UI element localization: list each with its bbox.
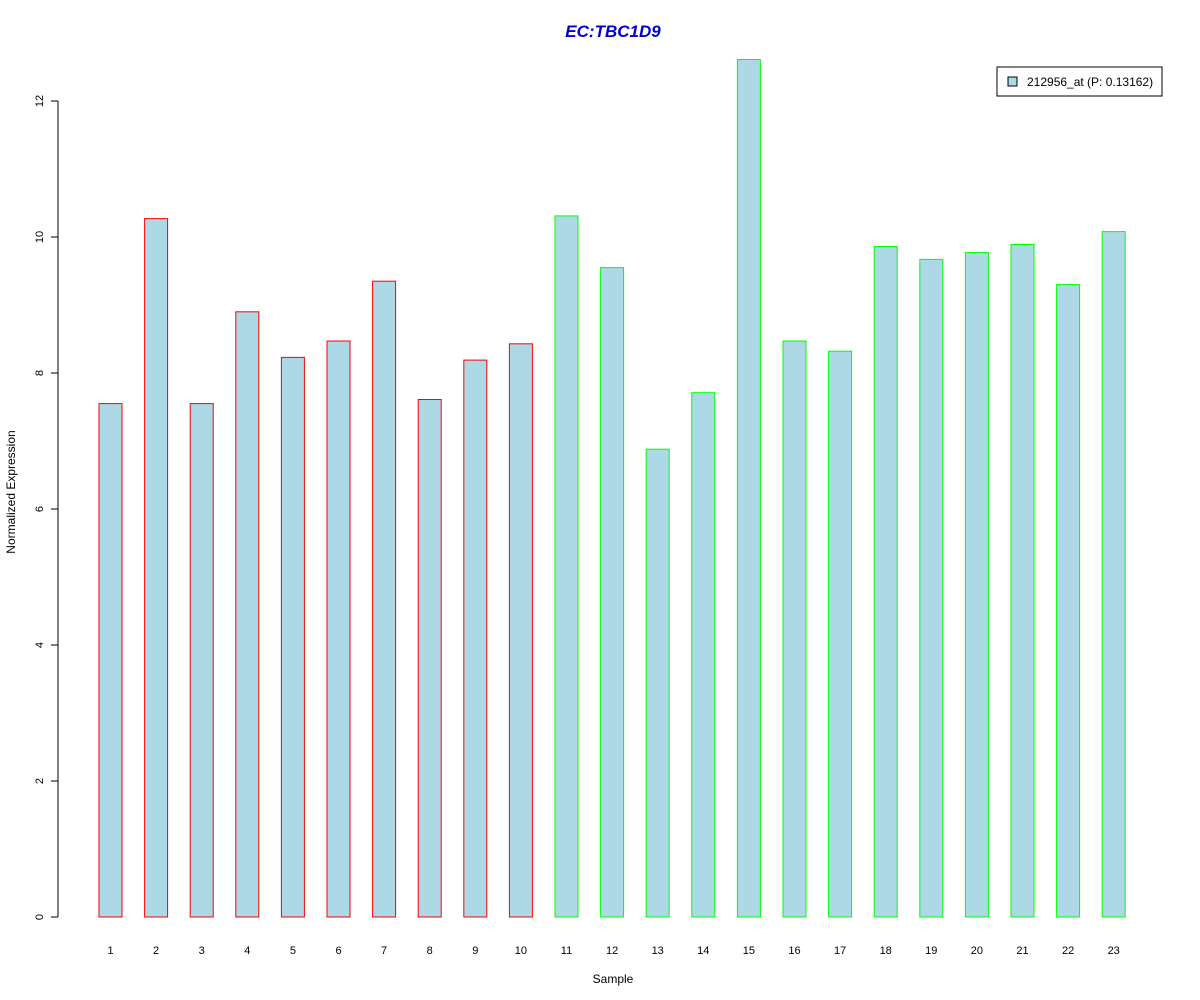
- bar: [189, 403, 214, 918]
- y-tick-label: 8: [34, 370, 46, 376]
- x-tick-label: 6: [335, 945, 341, 957]
- bar: [919, 258, 944, 918]
- x-tick-label: 2: [153, 945, 159, 957]
- bar: [782, 340, 807, 918]
- bar: [508, 343, 533, 918]
- bar: [554, 215, 579, 918]
- x-tick-label: 23: [1108, 945, 1120, 957]
- bar: [417, 399, 442, 918]
- y-tick-label: 4: [34, 642, 46, 648]
- bar: [1010, 244, 1035, 918]
- bar: [1056, 284, 1081, 918]
- y-axis: 0 2 4 6 8 10 12: [34, 95, 59, 920]
- x-tick-label: 22: [1062, 945, 1074, 957]
- bar: [828, 350, 853, 918]
- x-tick-label: 21: [1016, 945, 1028, 957]
- x-tick-label: 17: [834, 945, 846, 957]
- x-tick-labels: 1 2 3 4 5 6 7 8 9 10 11 12 13 14 15 16 17 18 19 20 21 22 23: [107, 945, 1119, 957]
- bar: [1101, 231, 1126, 918]
- x-tick-label: 15: [743, 945, 755, 957]
- x-tick-label: 12: [606, 945, 618, 957]
- x-tick-label: 16: [788, 945, 800, 957]
- x-tick-label: 5: [290, 945, 296, 957]
- x-tick-label: 11: [561, 945, 572, 957]
- x-tick-label: 8: [427, 945, 433, 957]
- y-tick-label: 6: [34, 506, 46, 512]
- y-tick-label: 10: [34, 231, 46, 243]
- bar: [144, 218, 169, 918]
- y-tick-label: 12: [34, 95, 46, 107]
- x-tick-label: 9: [472, 945, 478, 957]
- x-tick-label: 1: [107, 945, 113, 957]
- bar: [873, 246, 898, 918]
- bar: [280, 356, 305, 918]
- y-tick-label: 0: [34, 914, 46, 920]
- x-tick-label: 7: [381, 945, 387, 957]
- x-tick-label: 20: [971, 945, 983, 957]
- bars: [98, 59, 1126, 918]
- x-axis-label: Sample: [593, 972, 634, 986]
- legend-swatch: [1007, 76, 1018, 87]
- bar: [372, 280, 397, 918]
- bar: [645, 448, 670, 918]
- bar: [235, 311, 260, 918]
- legend: 212956_at (P: 0.13162): [996, 66, 1163, 97]
- chart-title: EC:TBC1D9: [565, 22, 661, 41]
- bar: [98, 403, 123, 918]
- y-tick-label: 2: [34, 778, 46, 784]
- x-tick-label: 13: [652, 945, 664, 957]
- legend-label: 212956_at (P: 0.13162): [1027, 75, 1153, 89]
- x-tick-label: 18: [880, 945, 892, 957]
- bar: [600, 267, 625, 918]
- legend-box: [996, 66, 1163, 97]
- y-axis-label: Normalized Expression: [4, 430, 18, 553]
- x-tick-label: 4: [244, 945, 250, 957]
- x-tick-label: 3: [199, 945, 205, 957]
- bar: [964, 252, 989, 918]
- bar: [326, 340, 351, 918]
- x-tick-label: 10: [515, 945, 527, 957]
- bar: [736, 59, 761, 918]
- x-tick-label: 19: [925, 945, 937, 957]
- bar: [463, 359, 488, 918]
- bar: [691, 392, 716, 918]
- x-tick-label: 14: [697, 945, 709, 957]
